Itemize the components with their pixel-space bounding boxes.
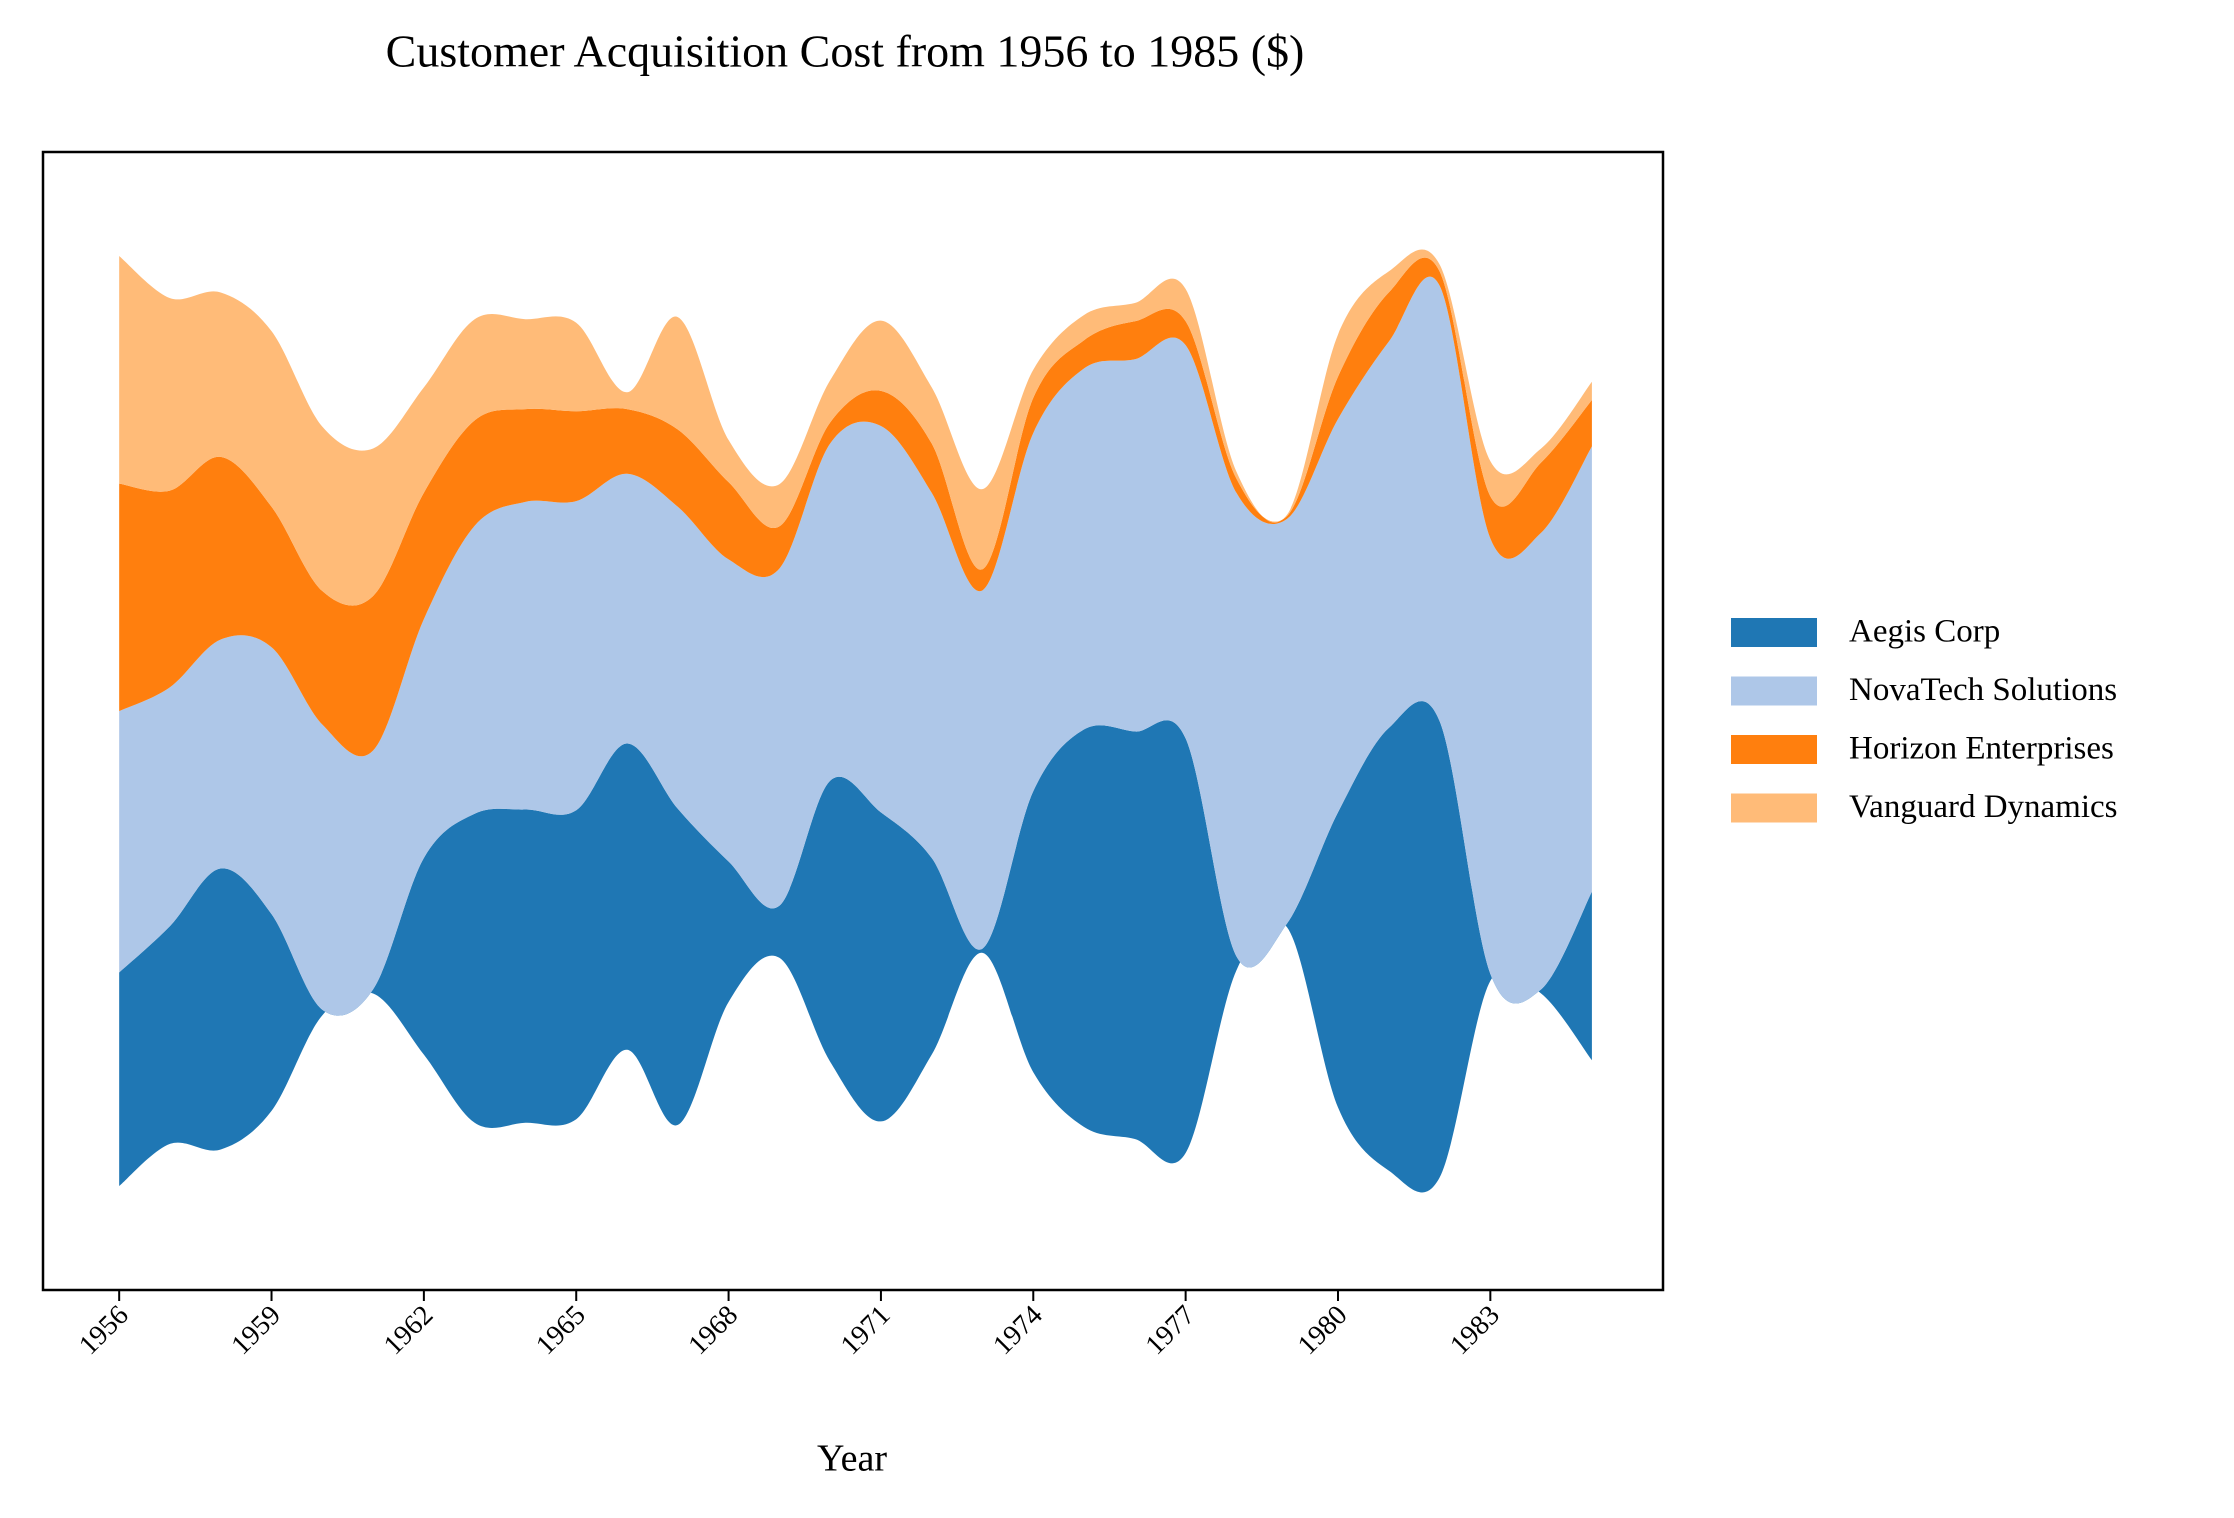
legend-swatch bbox=[1731, 793, 1817, 823]
x-axis-label: Year bbox=[817, 1438, 887, 1480]
legend-label: NovaTech Solutions bbox=[1849, 672, 2117, 708]
x-tick-label: 1983 bbox=[1444, 1300, 1506, 1362]
legend-swatch bbox=[1731, 735, 1817, 764]
x-tick-label: 1956 bbox=[73, 1300, 135, 1362]
stream-area bbox=[119, 276, 1592, 1016]
x-tick-label: 1977 bbox=[1140, 1300, 1202, 1362]
x-tick-label: 1959 bbox=[225, 1300, 287, 1362]
legend-label: Vanguard Dynamics bbox=[1849, 789, 2118, 825]
x-tick-label: 1974 bbox=[987, 1300, 1049, 1362]
legend-swatch bbox=[1731, 618, 1817, 647]
chart-title: Customer Acquisition Cost from 1956 to 1… bbox=[386, 26, 1305, 77]
legend-label: Aegis Corp bbox=[1849, 614, 2000, 650]
legend-swatch bbox=[1731, 676, 1817, 706]
x-tick-label: 1962 bbox=[378, 1300, 440, 1362]
legend-label: Horizon Enterprises bbox=[1849, 731, 2114, 767]
x-tick-label: 1965 bbox=[530, 1300, 592, 1362]
stream-area bbox=[119, 701, 1592, 1193]
x-tick-label: 1980 bbox=[1292, 1300, 1354, 1362]
stream-area bbox=[119, 249, 1592, 606]
plot-frame bbox=[41, 150, 1665, 1292]
x-tick-label: 1968 bbox=[683, 1300, 745, 1362]
x-tick-label: 1971 bbox=[835, 1300, 897, 1362]
